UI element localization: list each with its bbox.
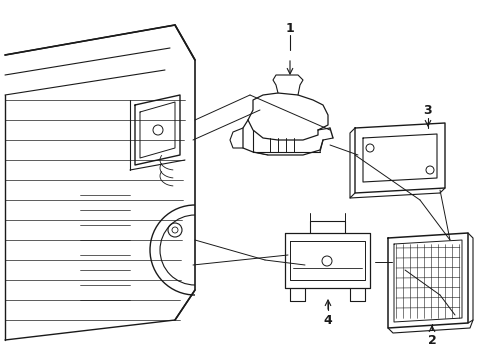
- Text: 2: 2: [428, 333, 437, 346]
- Text: 4: 4: [323, 314, 332, 327]
- Text: 1: 1: [286, 22, 294, 35]
- Text: 3: 3: [424, 104, 432, 117]
